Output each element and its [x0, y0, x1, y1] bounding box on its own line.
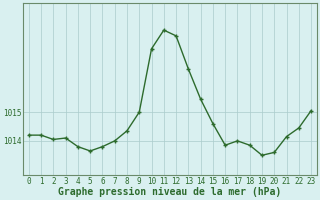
- X-axis label: Graphe pression niveau de la mer (hPa): Graphe pression niveau de la mer (hPa): [58, 187, 282, 197]
